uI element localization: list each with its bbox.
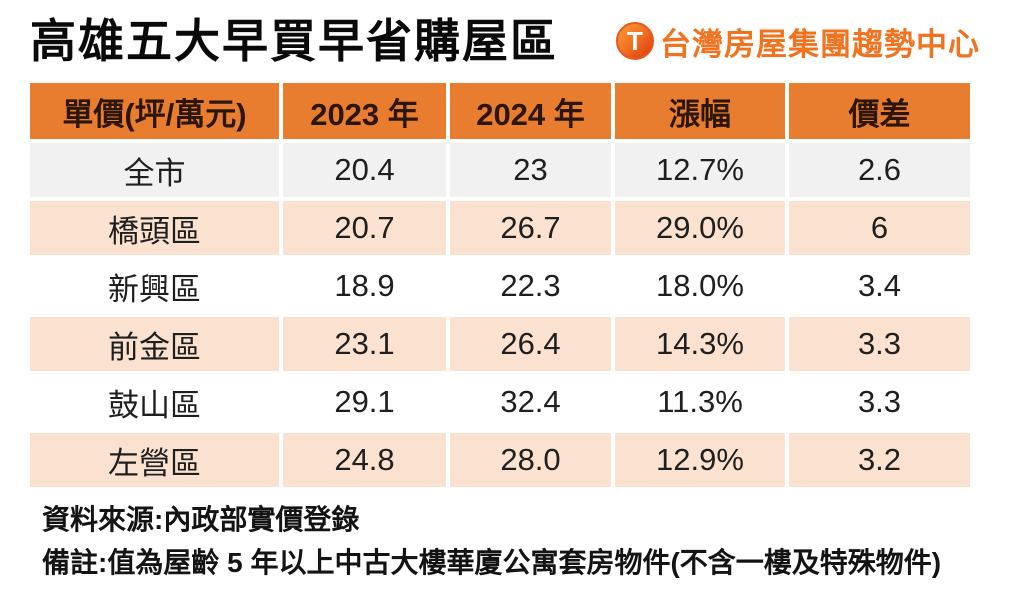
- change-cell: 18.0%: [615, 259, 785, 313]
- taiwan-housing-t-icon: T: [616, 22, 654, 60]
- value-2023-cell: 20.7: [283, 201, 446, 255]
- col-header-2024: 2024 年: [450, 83, 611, 139]
- region-cell: 左營區: [30, 433, 279, 487]
- value-2023-cell: 24.8: [283, 433, 446, 487]
- col-header-change: 漲幅: [615, 83, 785, 139]
- remark-note: 備註:值為屋齡 5 年以上中古大樓華廈公寓套房物件(不含一樓及特殊物件): [42, 547, 942, 579]
- value-2023-cell: 29.1: [283, 375, 446, 429]
- diff-cell: 3.3: [789, 375, 970, 429]
- col-header-2023: 2023 年: [283, 83, 446, 139]
- change-cell: 14.3%: [615, 317, 785, 371]
- value-2023-cell: 18.9: [283, 259, 446, 313]
- change-cell: 11.3%: [615, 375, 785, 429]
- value-2024-cell: 28.0: [450, 433, 611, 487]
- region-cell: 全市: [30, 143, 279, 197]
- price-table: 單價(坪/萬元) 2023 年 2024 年 漲幅 價差 全市 20.4 23 …: [30, 83, 974, 487]
- header-bar: 高雄五大早買早省購屋區 T 台灣房屋集團趨勢中心: [30, 8, 980, 74]
- change-cell: 12.9%: [615, 433, 785, 487]
- diff-cell: 3.2: [789, 433, 970, 487]
- diff-cell: 6: [789, 201, 970, 255]
- brand-logo: T 台灣房屋集團趨勢中心: [616, 19, 980, 64]
- value-2024-cell: 26.4: [450, 317, 611, 371]
- value-2024-cell: 22.3: [450, 259, 611, 313]
- col-header-unit: 單價(坪/萬元): [30, 83, 279, 139]
- value-2023-cell: 20.4: [283, 143, 446, 197]
- region-cell: 橋頭區: [30, 201, 279, 255]
- value-2023-cell: 23.1: [283, 317, 446, 371]
- diff-cell: 3.4: [789, 259, 970, 313]
- value-2024-cell: 26.7: [450, 201, 611, 255]
- value-2024-cell: 23: [450, 143, 611, 197]
- region-cell: 新興區: [30, 259, 279, 313]
- brand-name: 台灣房屋集團趨勢中心: [660, 26, 980, 62]
- footnotes: 資料來源:內政部實價登錄 備註:值為屋齡 5 年以上中古大樓華廈公寓套房物件(不…: [42, 498, 1002, 585]
- diff-cell: 2.6: [789, 143, 970, 197]
- region-cell: 鼓山區: [30, 375, 279, 429]
- change-cell: 12.7%: [615, 143, 785, 197]
- data-source-note: 資料來源:內政部實價登錄: [42, 504, 360, 535]
- page-title: 高雄五大早買早省購屋區: [30, 14, 558, 67]
- region-cell: 前金區: [30, 317, 279, 371]
- diff-cell: 3.3: [789, 317, 970, 371]
- value-2024-cell: 32.4: [450, 375, 611, 429]
- change-cell: 29.0%: [615, 201, 785, 255]
- col-header-diff: 價差: [789, 83, 970, 139]
